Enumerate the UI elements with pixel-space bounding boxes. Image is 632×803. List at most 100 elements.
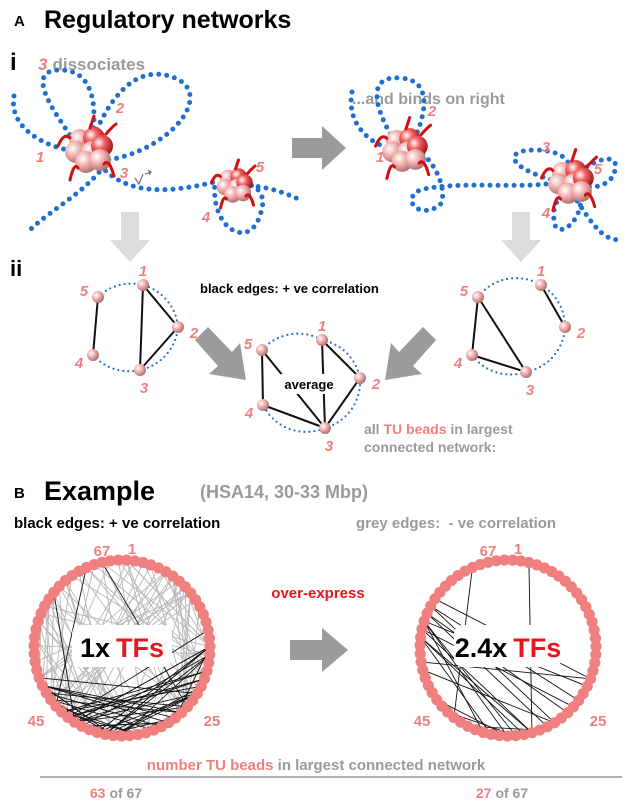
bead-label: 4 <box>541 205 551 222</box>
fold-label: 1xTFs <box>80 633 164 663</box>
squiggle <box>221 198 227 208</box>
fold: 1x <box>80 633 110 663</box>
legend: black edges: + ve correlation <box>14 515 220 532</box>
bead-label: 1 <box>128 541 136 558</box>
bead-label: 1 <box>376 149 384 166</box>
tu-bead <box>559 321 571 333</box>
bead-label: 2 <box>427 103 437 120</box>
note-text: all <box>364 421 380 437</box>
total: of 67 <box>495 785 528 801</box>
count: 27 <box>476 785 492 801</box>
edge <box>143 285 178 327</box>
edge <box>140 285 143 370</box>
tu-bead <box>172 321 184 333</box>
part-label: i <box>10 49 17 76</box>
edge <box>322 340 360 378</box>
footer-highlight: number TU beads <box>147 757 274 774</box>
tu-bead <box>113 554 124 565</box>
tu-bead <box>354 372 366 384</box>
tu-bead <box>472 291 484 303</box>
arrow <box>292 126 346 170</box>
arrow-label: over-express <box>271 585 364 602</box>
panel-letter: B <box>14 485 25 502</box>
fold: 2.4x <box>455 633 508 663</box>
squiggle <box>70 167 78 181</box>
legend: grey edges: - ve correlation <box>356 515 556 532</box>
tu-bead <box>319 422 331 434</box>
network-ring <box>93 284 178 372</box>
bead-label: 25 <box>204 713 221 730</box>
tu-bead <box>520 366 532 378</box>
figure: A Regulatory networks i 3dissociates ...… <box>0 0 632 803</box>
tu-bead <box>466 349 478 361</box>
bead-label: 1 <box>36 149 44 166</box>
tu-bead <box>256 344 268 356</box>
bead-label: 67 <box>480 543 497 560</box>
squiggle <box>387 166 395 179</box>
page: {"panel_a": {"letter": "A", "title": "Re… <box>0 0 632 803</box>
subtitle: (HSA14, 30-33 Mbp) <box>200 482 368 502</box>
center-label: average <box>284 377 333 392</box>
bead-label: 3 <box>526 382 535 399</box>
tu-bead <box>137 279 149 291</box>
arrow <box>385 327 436 380</box>
squiggle <box>421 125 431 135</box>
bead-label: 1 <box>537 263 545 280</box>
tu-bead <box>535 279 547 291</box>
arrow <box>110 212 150 262</box>
protein-bead <box>235 185 252 202</box>
edge <box>262 350 263 405</box>
protein-bead <box>89 149 111 171</box>
bead-label: 5 <box>256 159 265 176</box>
note: all TU beads in largest <box>364 421 513 437</box>
bead-label: 45 <box>414 713 431 730</box>
panel-letter: A <box>14 13 25 30</box>
bead-label: 2 <box>371 376 381 393</box>
bead-label: 3 <box>140 380 149 397</box>
note-highlight: TU beads <box>383 421 446 437</box>
squiggle <box>406 118 410 129</box>
edge <box>140 327 178 370</box>
bead-label: 1 <box>514 541 522 558</box>
tu-bead <box>257 399 269 411</box>
bead-label: 4 <box>201 209 211 226</box>
edge <box>478 297 526 372</box>
footer-text: in largest connected network <box>278 757 486 774</box>
arrow <box>290 628 348 672</box>
bead-label: 2 <box>189 325 199 342</box>
footer: number TU beads in largest connected net… <box>147 757 486 774</box>
panel-title: Example <box>44 476 155 506</box>
bead-label: 3 <box>542 139 551 156</box>
bead-label: 5 <box>460 283 469 300</box>
bead-label: 5 <box>594 161 603 178</box>
bead-label: 25 <box>590 713 607 730</box>
arrow <box>501 212 541 262</box>
tu-bead <box>92 291 104 303</box>
tu-bead <box>316 334 328 346</box>
arrow <box>195 327 246 380</box>
tu-bead <box>134 364 146 376</box>
squiggle <box>572 150 576 161</box>
bead-label: 3 <box>120 165 129 182</box>
bead-label: 4 <box>74 355 84 372</box>
note-text: in largest <box>450 421 513 437</box>
bead-label: 4 <box>453 355 463 372</box>
total: of 67 <box>109 785 142 801</box>
count: 63 <box>90 785 106 801</box>
squiggle <box>236 160 239 169</box>
bead-label: 4 <box>244 405 254 422</box>
squiggle <box>106 124 116 134</box>
edge <box>423 670 555 723</box>
edge <box>472 297 478 355</box>
bead-label: 3 <box>325 438 334 455</box>
bead-label: 67 <box>94 543 111 560</box>
bead-label: 1 <box>318 318 326 335</box>
bead-label: 45 <box>28 713 45 730</box>
bead-label: 2 <box>576 325 586 342</box>
factor: TFs <box>513 633 561 663</box>
edge <box>93 297 98 355</box>
bead-label: 5 <box>244 336 253 353</box>
tu-bead <box>87 349 99 361</box>
